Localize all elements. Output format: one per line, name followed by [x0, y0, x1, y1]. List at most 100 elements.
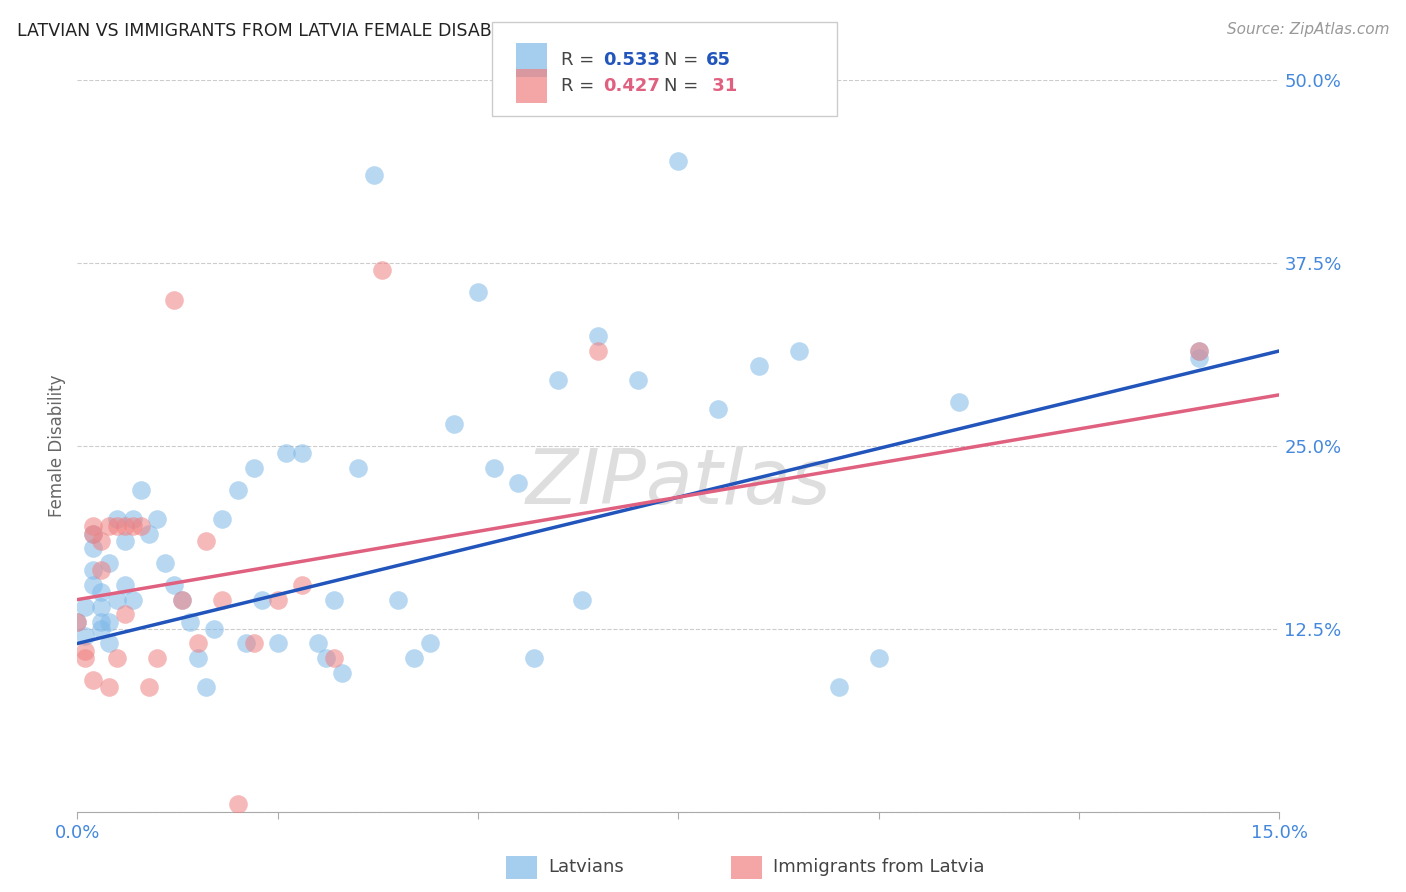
- Point: [170, 592, 193, 607]
- Point: [122, 592, 145, 607]
- Point: [98, 519, 121, 533]
- Point: [162, 578, 184, 592]
- Point: [202, 622, 225, 636]
- Point: [1188, 343, 1211, 358]
- Point: [114, 519, 136, 533]
- Point: [131, 483, 153, 497]
- Point: [315, 651, 337, 665]
- Point: [98, 556, 121, 570]
- Text: LATVIAN VS IMMIGRANTS FROM LATVIA FEMALE DISABILITY CORRELATION CHART: LATVIAN VS IMMIGRANTS FROM LATVIA FEMALE…: [17, 22, 727, 40]
- Point: [467, 285, 489, 300]
- Point: [274, 446, 297, 460]
- Point: [138, 526, 160, 541]
- Point: [107, 512, 129, 526]
- Point: [75, 629, 97, 643]
- Point: [588, 329, 610, 343]
- Point: [868, 651, 890, 665]
- Point: [387, 592, 409, 607]
- Point: [226, 483, 249, 497]
- Point: [170, 592, 193, 607]
- Point: [948, 395, 970, 409]
- Point: [307, 636, 329, 650]
- Point: [186, 636, 209, 650]
- Point: [291, 578, 314, 592]
- Point: [90, 615, 112, 629]
- Point: [1188, 351, 1211, 366]
- Point: [627, 373, 650, 387]
- Point: [131, 519, 153, 533]
- Point: [402, 651, 425, 665]
- Point: [748, 359, 770, 373]
- Point: [482, 461, 505, 475]
- Point: [114, 607, 136, 622]
- Point: [322, 651, 344, 665]
- Point: [443, 417, 465, 431]
- Point: [66, 615, 89, 629]
- Text: 65: 65: [706, 51, 731, 69]
- Point: [82, 673, 104, 687]
- Point: [707, 402, 730, 417]
- Point: [82, 578, 104, 592]
- Point: [179, 615, 201, 629]
- Text: Latvians: Latvians: [548, 858, 624, 877]
- Text: R =: R =: [561, 77, 600, 95]
- Point: [90, 534, 112, 549]
- Point: [363, 169, 385, 183]
- Point: [226, 797, 249, 812]
- Point: [194, 534, 217, 549]
- Point: [146, 512, 169, 526]
- Point: [267, 636, 290, 650]
- Point: [508, 475, 530, 490]
- Point: [75, 599, 97, 614]
- Point: [107, 519, 129, 533]
- Text: 0.533: 0.533: [603, 51, 659, 69]
- Text: N =: N =: [664, 77, 703, 95]
- Point: [523, 651, 546, 665]
- Point: [194, 681, 217, 695]
- Point: [267, 592, 290, 607]
- Point: [107, 592, 129, 607]
- Point: [90, 563, 112, 577]
- Point: [75, 651, 97, 665]
- Text: Immigrants from Latvia: Immigrants from Latvia: [773, 858, 984, 877]
- Point: [146, 651, 169, 665]
- Point: [82, 526, 104, 541]
- Point: [82, 526, 104, 541]
- Point: [668, 153, 690, 168]
- Point: [90, 599, 112, 614]
- Point: [75, 644, 97, 658]
- Point: [787, 343, 810, 358]
- Text: N =: N =: [664, 51, 703, 69]
- Point: [291, 446, 314, 460]
- Point: [90, 585, 112, 599]
- Text: ZIPatlas: ZIPatlas: [526, 446, 831, 519]
- Point: [828, 681, 851, 695]
- Point: [242, 461, 264, 475]
- Point: [250, 592, 273, 607]
- Point: [330, 665, 353, 680]
- Point: [1188, 343, 1211, 358]
- Point: [82, 519, 104, 533]
- Point: [82, 563, 104, 577]
- Point: [66, 615, 89, 629]
- Point: [107, 651, 129, 665]
- Y-axis label: Female Disability: Female Disability: [48, 375, 66, 517]
- Point: [419, 636, 441, 650]
- Point: [371, 263, 394, 277]
- Point: [571, 592, 593, 607]
- Point: [90, 622, 112, 636]
- Text: 31: 31: [706, 77, 737, 95]
- Point: [186, 651, 209, 665]
- Point: [347, 461, 370, 475]
- Point: [98, 615, 121, 629]
- Point: [138, 681, 160, 695]
- Point: [114, 578, 136, 592]
- Point: [122, 512, 145, 526]
- Point: [547, 373, 569, 387]
- Point: [242, 636, 264, 650]
- Point: [162, 293, 184, 307]
- Point: [211, 512, 233, 526]
- Text: R =: R =: [561, 51, 600, 69]
- Point: [82, 541, 104, 556]
- Point: [211, 592, 233, 607]
